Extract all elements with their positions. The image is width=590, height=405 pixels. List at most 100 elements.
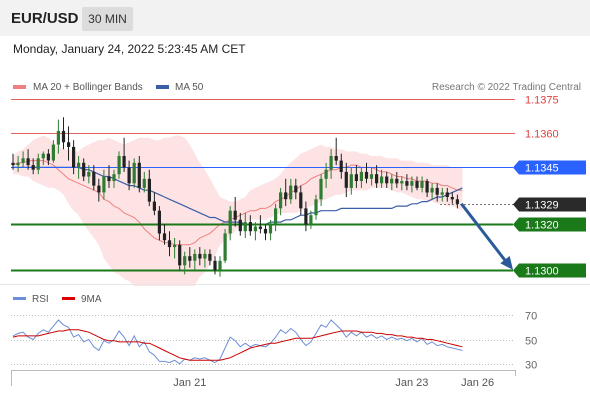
candle-body <box>162 233 167 241</box>
candle-body <box>41 153 45 159</box>
level-tag-1.1320 <box>513 217 586 232</box>
time-axis <box>11 370 516 386</box>
candle-body <box>420 181 424 188</box>
candle-body <box>339 160 343 172</box>
candle-body <box>425 181 429 193</box>
candle-body <box>329 156 333 170</box>
candle-body <box>183 256 187 266</box>
candle-body <box>137 162 141 188</box>
candle-body <box>364 171 369 179</box>
candle-body <box>354 174 358 181</box>
candle-body <box>173 244 177 248</box>
candle-body <box>31 165 35 170</box>
top-bar: EUR/USD 30 MIN <box>0 0 590 36</box>
candle-body <box>213 260 217 270</box>
price-panel: MA 20 + Bollinger Bands MA 50 Research ©… <box>0 66 590 295</box>
candle-body <box>294 185 298 193</box>
candle-body <box>152 201 156 211</box>
timeframe-button[interactable]: 30 MIN <box>82 7 133 31</box>
candle-body <box>405 181 409 186</box>
candle-body <box>223 233 227 261</box>
candle-body <box>385 176 389 184</box>
candle-body <box>304 208 308 225</box>
ma20-line <box>12 160 463 246</box>
level-tag-1.1329 <box>513 197 586 212</box>
ma20-legend-label: MA 20 + Bollinger Bands <box>33 82 143 93</box>
level-label-1.1345: 1.1345 <box>525 163 559 175</box>
candle-body <box>400 181 404 184</box>
candles <box>11 117 459 277</box>
candle-body <box>369 174 374 179</box>
x-tick-Jan 26: Jan 26 <box>461 377 494 389</box>
candle-body <box>268 224 273 234</box>
candle-body <box>375 174 379 184</box>
ma20-legend-swatch <box>13 85 26 89</box>
candle-body <box>188 256 192 261</box>
candle-body <box>263 228 268 234</box>
candle-body <box>344 171 348 188</box>
candle-body <box>67 142 71 147</box>
rsi-line <box>12 319 463 365</box>
candle-body <box>193 253 197 261</box>
candle-body <box>359 171 363 181</box>
candle-body <box>198 253 202 259</box>
candle-body <box>157 210 161 234</box>
rsi-ma-line <box>12 329 463 361</box>
candle-body <box>117 156 121 175</box>
candle-body <box>56 130 60 145</box>
price-level-labels: 1.1375 1.1360 1.1345 1.1329 1.1320 1.1300 <box>513 95 586 278</box>
candle-body <box>445 192 449 197</box>
candle-body <box>203 253 207 259</box>
candle-body <box>233 210 237 220</box>
candle-body <box>415 181 419 188</box>
candle-body <box>410 181 414 186</box>
candle-body <box>243 222 247 232</box>
ma50-line <box>13 166 463 225</box>
price-chart: MA 20 + Bollinger Bands MA 50 Research ©… <box>11 82 586 295</box>
level-tag-1.1345 <box>513 160 586 175</box>
candle-body <box>97 185 101 193</box>
candle-body <box>122 156 126 168</box>
rsi-legend-swatch <box>13 297 26 300</box>
candle-body <box>228 210 232 234</box>
forecast-arrow-line <box>460 202 509 264</box>
price-levels <box>11 99 515 272</box>
candle-body <box>127 167 131 184</box>
candle-body <box>309 215 313 225</box>
candle-body <box>319 178 323 200</box>
candle-body <box>112 174 116 181</box>
candle-body <box>142 178 146 188</box>
candle-body <box>258 226 262 229</box>
candle-body <box>61 130 66 143</box>
candle-body <box>284 192 288 200</box>
timestamp: Monday, January 24, 2022 5:23:45 AM CET <box>13 42 246 56</box>
candle-body <box>218 260 222 270</box>
candle-body <box>107 176 111 182</box>
candle-body <box>289 185 293 200</box>
rsi-tick-50: 50 <box>525 336 537 348</box>
rsi-ma-legend-label: 9MA <box>81 294 102 305</box>
candle-body <box>87 171 91 177</box>
x-tick-Jan 23: Jan 23 <box>395 377 428 389</box>
candle-body <box>395 178 399 184</box>
ma50-legend-label: MA 50 <box>175 82 204 93</box>
candle-body <box>147 178 151 202</box>
rsi-gridlines: 70 50 30 <box>11 311 537 372</box>
candle-body <box>36 158 40 170</box>
rsi-legend-label: RSI <box>32 294 49 305</box>
candle-body <box>178 244 182 266</box>
candle-body <box>238 219 242 232</box>
level-label-1.1329: 1.1329 <box>525 200 559 212</box>
candle-body <box>349 174 353 188</box>
candle-body <box>435 187 439 195</box>
candle-body <box>279 192 283 209</box>
candle-body <box>248 222 252 232</box>
level-label-1.1300: 1.1300 <box>525 266 559 278</box>
level-tag-1.1300 <box>513 263 586 278</box>
research-credit: Research © 2022 Trading Central <box>432 82 581 93</box>
level-label-1.1375: 1.1375 <box>525 95 559 107</box>
candle-body <box>51 144 55 161</box>
candle-body <box>208 253 212 261</box>
level-label-1.1320: 1.1320 <box>525 220 559 232</box>
forecast-arrow-head <box>500 256 513 270</box>
